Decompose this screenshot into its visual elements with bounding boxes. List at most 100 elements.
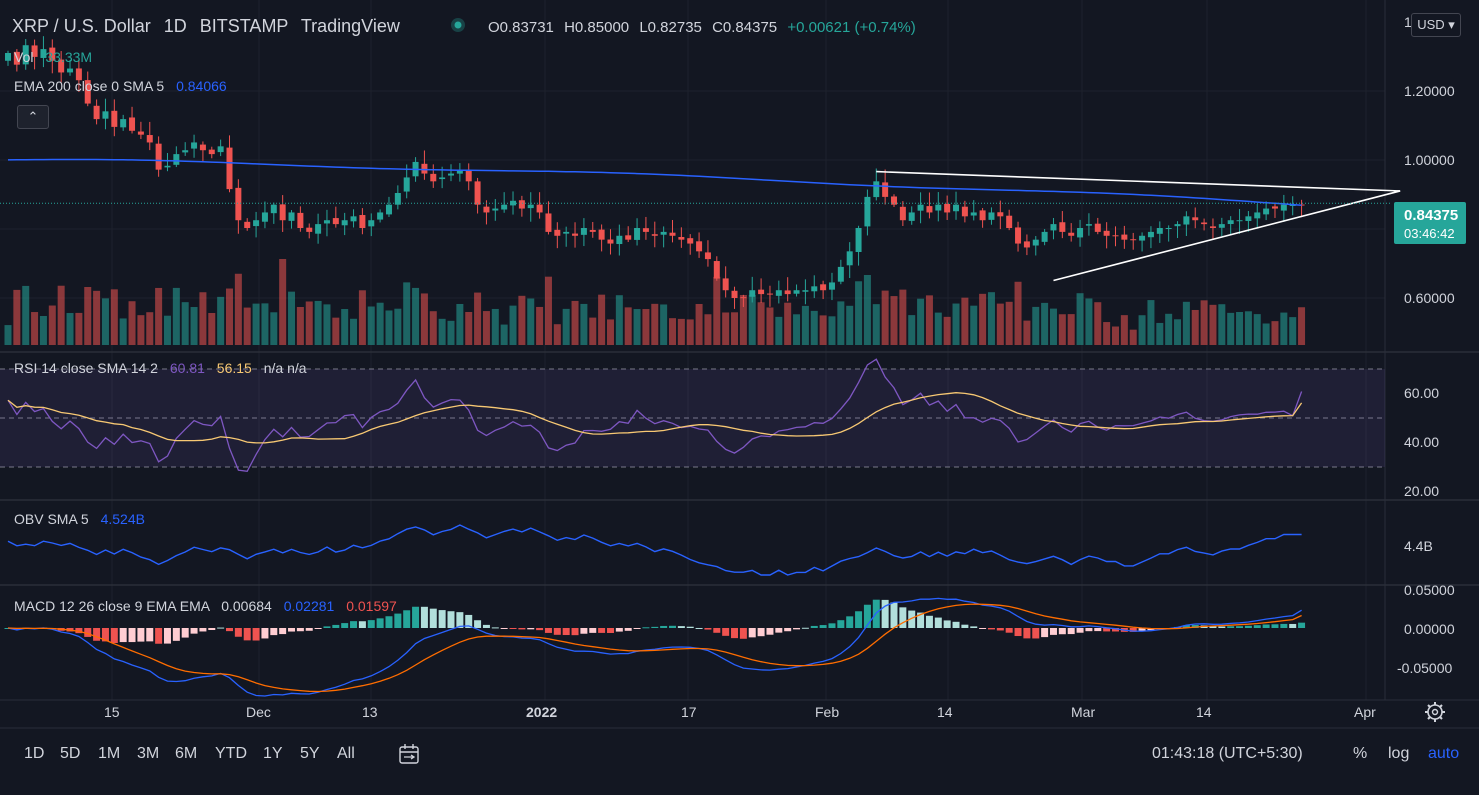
candle — [1192, 217, 1199, 221]
candlesticks[interactable] — [5, 36, 1305, 309]
volume-bar — [403, 282, 411, 345]
axis-labels: 1 1.20000 1.00000 0.60000 60.00 40.00 20… — [1397, 14, 1455, 676]
candle — [1236, 220, 1243, 222]
timeframe-5d[interactable]: 5D — [60, 745, 81, 762]
volume-bar — [190, 307, 198, 345]
volume-bar — [722, 312, 730, 345]
candle — [235, 187, 242, 221]
macd-bar — [562, 628, 570, 636]
candle — [394, 193, 401, 205]
candle — [306, 227, 313, 232]
macd-bar — [137, 628, 145, 642]
macd-bar — [1067, 628, 1075, 635]
macd-bar — [571, 628, 579, 636]
volume-bar — [518, 295, 526, 345]
candle — [634, 228, 641, 240]
macd-bar — [1129, 628, 1137, 632]
volume-bar — [1174, 319, 1182, 345]
macd-bar — [101, 628, 109, 642]
candle — [518, 200, 525, 209]
macd-bar — [979, 628, 987, 629]
volume-bar — [350, 318, 358, 345]
volume-bar — [934, 312, 942, 345]
gear-icon[interactable] — [1425, 702, 1445, 722]
auto-scale-toggle[interactable]: auto — [1428, 745, 1460, 762]
volume-bar — [1058, 314, 1066, 345]
svg-text:MACD 12 26 close 9 EMA EMA: MACD 12 26 close 9 EMA EMA 0.00684 0.022… — [14, 598, 397, 614]
collapse-legend-button[interactable]: ⌃ — [17, 105, 49, 129]
candle — [421, 163, 428, 174]
macd-bar — [642, 627, 650, 629]
macd-bar — [491, 627, 499, 629]
candle — [129, 117, 136, 131]
macd-bar — [500, 628, 508, 629]
timeframe-5y[interactable]: 5Y — [300, 745, 320, 762]
volume-bar — [1049, 308, 1057, 345]
candle — [1165, 228, 1172, 229]
candle — [917, 204, 924, 211]
trendline-upper[interactable] — [876, 170, 1401, 192]
timeframe-3m[interactable]: 3M — [137, 745, 160, 762]
timeframe-1m[interactable]: 1M — [98, 745, 121, 762]
macd-bar — [1236, 626, 1244, 628]
candle — [191, 142, 198, 149]
candle — [430, 173, 437, 182]
macd-bar — [695, 627, 703, 629]
timeframe-1d[interactable]: 1D — [24, 745, 45, 762]
timeframe-all[interactable]: All — [337, 745, 355, 762]
volume-bar — [881, 290, 889, 345]
macd-bar — [75, 628, 83, 634]
volume-bar — [784, 302, 792, 345]
candle — [49, 47, 56, 61]
macd-bar — [527, 628, 535, 630]
trendline-lower[interactable] — [1053, 190, 1401, 282]
time-tick: 14 — [937, 704, 953, 720]
volume-bar — [615, 295, 623, 345]
macd-bar — [456, 612, 464, 628]
candle — [616, 235, 623, 245]
macd-bar — [482, 624, 490, 628]
macd-bar — [447, 611, 455, 628]
timeframe-1y[interactable]: 1Y — [263, 745, 283, 762]
macd-bar — [748, 628, 756, 638]
timeframe-ytd[interactable]: YTD — [215, 745, 247, 762]
volume-bar — [1218, 304, 1226, 345]
volume-bar — [1182, 301, 1190, 345]
currency-selector[interactable]: USD ▾ — [1411, 13, 1461, 37]
macd-bar — [784, 628, 792, 632]
macd-tick: -0.05000 — [1397, 660, 1452, 676]
clock-timezone[interactable]: 01:43:18 (UTC+5:30) — [1152, 745, 1303, 762]
candle — [554, 229, 561, 236]
volume-bar — [589, 317, 597, 345]
candle — [899, 206, 906, 221]
volume-bar — [429, 311, 437, 345]
macd-bar — [589, 628, 597, 633]
open-value: 0.83731 — [500, 19, 554, 36]
interval-label[interactable]: 1D — [164, 16, 187, 36]
macd-bar — [801, 627, 809, 629]
volume-bar — [908, 315, 916, 345]
candle — [474, 181, 481, 205]
candle — [1077, 228, 1084, 238]
date-range-icon[interactable] — [399, 744, 419, 764]
macd-bar — [270, 628, 278, 636]
log-scale-toggle[interactable]: log — [1388, 745, 1410, 762]
volume-bar — [456, 303, 464, 345]
volume-bar — [1298, 307, 1306, 345]
macd-bar — [163, 628, 171, 644]
volume-bar — [828, 316, 836, 345]
volume-bar — [22, 285, 30, 345]
candle — [253, 220, 260, 227]
volume-bar — [270, 312, 278, 345]
macd-bar — [757, 628, 765, 637]
volume-bar — [199, 292, 207, 345]
candle — [75, 68, 82, 81]
candle — [811, 286, 818, 292]
timeframe-6m[interactable]: 6M — [175, 745, 198, 762]
candle — [501, 204, 508, 210]
percent-scale-toggle[interactable]: % — [1353, 745, 1368, 762]
candle — [758, 289, 765, 295]
candle — [377, 212, 384, 220]
candle — [1112, 235, 1119, 237]
